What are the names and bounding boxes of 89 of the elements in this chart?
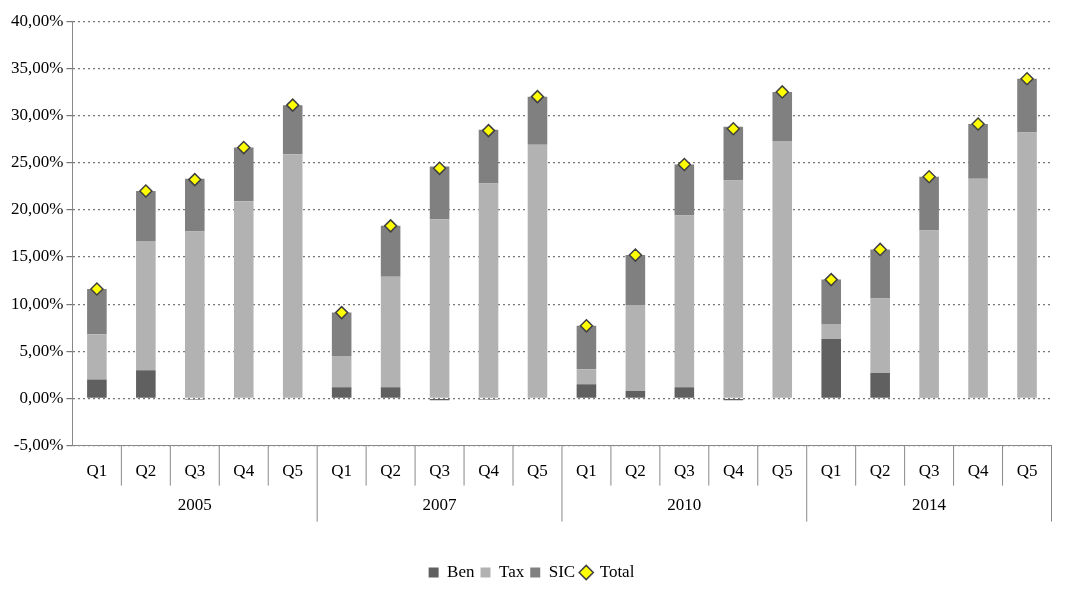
- x-tick-label: Q3: [673, 461, 695, 481]
- text: 2007: [422, 495, 458, 515]
- point: [1020, 71, 1034, 86]
- text: 2005: [177, 495, 212, 515]
- point: [285, 98, 300, 112]
- bar: [576, 325, 597, 370]
- bar: [136, 370, 156, 398]
- bar: [723, 180, 744, 398]
- text: 2014: [912, 495, 947, 515]
- x-tick-label: Q1: [576, 461, 597, 481]
- y-tick-label: -5,00%: [13, 435, 64, 455]
- y-tick-label: 10,00%: [10, 293, 64, 313]
- y-tick-label: 0,00%: [19, 387, 64, 407]
- y-tick-label: 25,00%: [10, 152, 64, 172]
- x-tick-label: Q2: [135, 461, 157, 481]
- point: [922, 170, 936, 184]
- bar: [919, 230, 939, 398]
- bar: [1017, 132, 1037, 398]
- x-tick-label: Q2: [380, 461, 402, 481]
- x-tick-label: Q4: [478, 461, 500, 481]
- legend-label: Total: [599, 561, 635, 581]
- x-tick-label: Q1: [820, 461, 842, 481]
- point: [579, 319, 594, 333]
- point: [628, 248, 643, 262]
- y-tick-label: 40,00%: [10, 10, 64, 30]
- bar: [674, 215, 695, 388]
- bar: [527, 144, 548, 398]
- point: [188, 172, 202, 187]
- point: [824, 272, 838, 287]
- bar: [136, 240, 156, 371]
- bar: [185, 231, 205, 398]
- point: [90, 282, 104, 296]
- x-tick-label: Q1: [86, 461, 108, 481]
- bar: [821, 339, 841, 398]
- y-tick-label: 5,00%: [19, 340, 64, 360]
- y-tick-label: 15,00%: [10, 246, 64, 266]
- bar: [380, 387, 401, 398]
- bar: [576, 369, 597, 385]
- x-tick-label: Q3: [918, 461, 940, 481]
- point: [873, 242, 887, 257]
- bar: [870, 372, 890, 398]
- point: [726, 121, 741, 136]
- bar: [674, 387, 695, 398]
- bar: [772, 140, 793, 398]
- bar: [478, 183, 499, 398]
- point: [139, 184, 153, 198]
- bar: [968, 178, 988, 398]
- y-tick-label: 35,00%: [10, 57, 64, 77]
- point: [334, 305, 349, 320]
- bar: [870, 298, 890, 373]
- point: [530, 89, 545, 104]
- x-tick-label: Q1: [331, 461, 353, 481]
- bar: [331, 356, 352, 388]
- x-tick-label: Q5: [527, 461, 548, 481]
- text: 2010: [667, 495, 702, 515]
- bar: [625, 390, 646, 398]
- y-tick-label: 20,00%: [10, 199, 64, 219]
- x-tick-label: Q3: [429, 461, 450, 481]
- x-tick-label: Q3: [184, 461, 206, 481]
- legend-label: SIC: [548, 561, 576, 581]
- legend-label: Ben: [447, 561, 475, 581]
- y-tick-label: 30,00%: [10, 104, 64, 124]
- point: [971, 117, 985, 131]
- point: [775, 85, 789, 99]
- x-tick-label: Q5: [282, 461, 304, 481]
- legend-label: Tax: [499, 561, 525, 581]
- x-tick-label: Q2: [625, 461, 646, 481]
- x-tick-label: Q5: [1016, 461, 1038, 481]
- bar: [282, 154, 303, 398]
- point: [481, 123, 496, 138]
- bar: [331, 387, 352, 398]
- bar: [331, 312, 352, 356]
- x-tick-label: Q4: [233, 461, 255, 481]
- point: [383, 219, 398, 233]
- x-tick-label: Q4: [967, 461, 989, 481]
- bar: [625, 305, 646, 391]
- x-tick-label: Q2: [869, 461, 891, 481]
- bar: [576, 384, 597, 398]
- bar: [87, 379, 107, 398]
- point: [237, 140, 251, 155]
- bar: [233, 201, 254, 398]
- bar: [380, 276, 401, 388]
- point: [432, 161, 447, 176]
- point: [677, 157, 692, 172]
- bar: [821, 323, 841, 340]
- x-tick-label: Q4: [722, 461, 745, 481]
- bar: [429, 219, 450, 398]
- x-tick-label: Q5: [771, 461, 793, 481]
- bar: [87, 334, 107, 380]
